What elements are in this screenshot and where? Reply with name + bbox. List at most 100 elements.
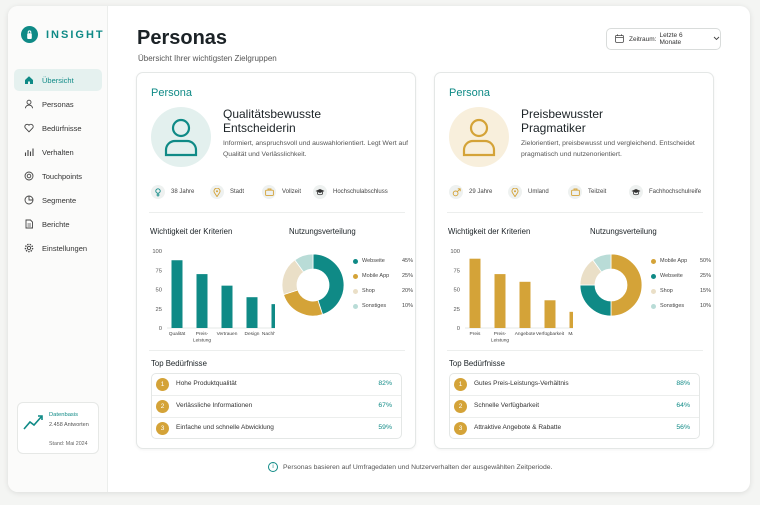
criteria-bar-chart: 0 25 50 75 100 Qualität Preis-Leistung Vertraue… [152, 249, 275, 344]
sidebar-item-berichte[interactable]: Berichte [14, 213, 102, 235]
need-label: Einfache und schnelle Abwicklung [176, 424, 274, 431]
divider [447, 212, 703, 213]
criteria-bar-chart: 0 25 50 75 100 Preis Preis-Leistung Angebote Ver… [450, 249, 573, 344]
sidebar-item-einstellungen[interactable]: Einstellungen [14, 237, 102, 259]
fact-employment: Vollzeit [262, 185, 301, 199]
bar [519, 281, 531, 328]
usage-legend: Mobile App 50% Webseite 25% Shop 15% Sonstiges… [651, 258, 711, 318]
fact-text: Hochschulabschluss [333, 189, 388, 195]
y-tick-label: 50 [454, 288, 460, 294]
legend-item: Sonstiges 10% [353, 303, 413, 318]
legend-label: Shop [660, 288, 673, 294]
page-title: Personas [137, 27, 228, 49]
male-icon [449, 185, 463, 199]
donut-slice [610, 253, 643, 317]
fact-text: Vollzeit [282, 189, 302, 195]
fact-location: Stadt [210, 185, 244, 199]
sidebar-item-label: Einstellungen [42, 243, 88, 253]
sidebar-item-touchpoints[interactable]: Touchpoints [14, 165, 102, 187]
fact-text: Teilzeit [588, 189, 607, 195]
donut-slice [579, 284, 612, 317]
location-icon [210, 185, 224, 199]
x-tick-label: Verfügbarkeit [536, 331, 565, 337]
x-tick-label: Vertrauen [217, 331, 238, 337]
date-range-label: Zeitraum: [629, 35, 657, 43]
divider [447, 350, 703, 351]
usage-donut-chart [579, 253, 643, 317]
sidebar-nav: Übersicht Personas Bedürfnisse Verhalten… [14, 69, 102, 261]
persona-card-2: Persona Preisbewusster Pragmatiker Zielo… [434, 72, 714, 449]
database-card: Datenbasis 2.458 Antworten Stand: Mai 20… [17, 402, 99, 454]
user-avatar-icon [164, 118, 198, 157]
sidebar-item-personas[interactable]: Personas [14, 93, 102, 115]
criteria-title: Wichtigkeit der Kriterien [448, 227, 531, 236]
sidebar-item-uebersicht[interactable]: Übersicht [14, 69, 102, 91]
female-icon [151, 185, 165, 199]
legend-value: 25% [699, 273, 711, 279]
x-tick-label: Qualität [169, 331, 186, 337]
sidebar-item-beduerfnisse[interactable]: Bedürfnisse [14, 117, 102, 139]
rank-badge: 2 [454, 400, 467, 413]
trend-up-icon [23, 413, 45, 436]
legend-value: 25% [401, 273, 413, 279]
list-item: 3 Einfache und schnelle Abwicklung 59% [152, 418, 401, 440]
persona-name: Qualitätsbewusste Entscheiderin [223, 107, 403, 135]
persona-name-line1: Qualitätsbewusste [223, 107, 322, 121]
target-icon [23, 171, 34, 182]
bar [221, 285, 233, 328]
persona-name: Preisbewusster Pragmatiker [521, 107, 701, 135]
sidebar-item-verhalten[interactable]: Verhalten [14, 141, 102, 163]
legend-swatch [353, 304, 358, 309]
need-label: Verlässliche Informationen [176, 402, 253, 409]
persona-card-label: Persona [151, 87, 192, 99]
date-range-dropdown[interactable]: Zeitraum: Letzte 6 Monate [606, 28, 721, 50]
x-tick-label: Preis- [494, 331, 507, 337]
need-value: 59% [378, 424, 392, 431]
chevron-down-icon [713, 36, 720, 43]
persona-name-line2: Entscheiderin [223, 121, 296, 135]
needs-title: Top Bedürfnisse [151, 359, 207, 368]
legend-label: Sonstiges [660, 303, 685, 309]
y-tick-label: 25 [454, 307, 460, 313]
legend-label: Webseite [660, 273, 683, 279]
sidebar-item-label: Übersicht [42, 75, 74, 85]
x-tick-label: Angebote [515, 331, 536, 337]
graduation-icon [313, 185, 327, 199]
user-icon [23, 99, 34, 110]
needs-list: 1 Gutes Preis-Leistungs-Verhältnis 88% 2… [449, 373, 700, 439]
need-value: 88% [676, 380, 690, 387]
x-tick-label: Leistung [491, 338, 509, 344]
bar [569, 311, 573, 328]
location-icon [508, 185, 522, 199]
bar [469, 258, 481, 328]
needs-list: 1 Hohe Produktqualität 82% 2 Verlässlich… [151, 373, 402, 439]
divider [149, 350, 405, 351]
bar [196, 274, 208, 328]
fact-text: Umland [528, 189, 549, 195]
legend-item: Mobile App 25% [353, 273, 413, 288]
sidebar-item-segmente[interactable]: Segmente [14, 189, 102, 211]
y-tick-label: 100 [152, 249, 162, 255]
heart-icon [23, 123, 34, 134]
legend-label: Sonstiges [362, 303, 387, 309]
home-icon [23, 75, 34, 86]
y-tick-label: 75 [454, 268, 460, 274]
need-label: Schnelle Verfügbarkeit [474, 402, 540, 409]
persona-card-1: Persona Qualitätsbewusste Entscheiderin … [136, 72, 416, 449]
legend-value: 10% [401, 303, 413, 309]
bar-chart-icon [23, 147, 34, 158]
gear-icon [23, 243, 34, 254]
brand[interactable]: INSIGHT [21, 26, 105, 43]
rank-badge: 1 [156, 378, 169, 391]
need-value: 82% [378, 380, 392, 387]
y-tick-label: 0 [159, 326, 162, 332]
sidebar-item-label: Verhalten [42, 147, 74, 157]
donut-slice [283, 289, 324, 317]
document-icon [23, 219, 34, 230]
brand-logo-icon [21, 26, 38, 43]
legend-label: Mobile App [660, 258, 688, 264]
sidebar-item-label: Personas [42, 99, 74, 109]
x-tick-label: Nachhaltigkeit [262, 331, 275, 337]
legend-swatch [353, 259, 358, 264]
need-label: Attraktive Angebote & Rabatte [474, 424, 562, 431]
